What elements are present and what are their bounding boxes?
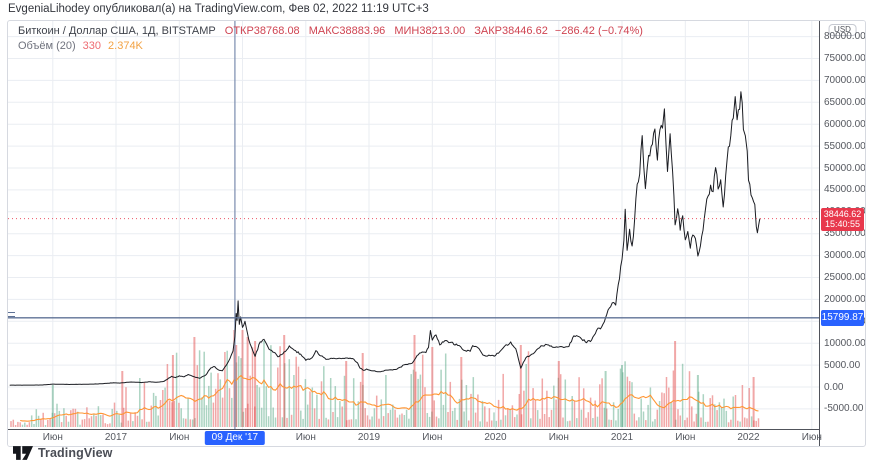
price-axis-label: 20000.00 xyxy=(824,293,866,305)
price-axis-label: 35000.00 xyxy=(824,228,866,240)
time-axis-label: Июн xyxy=(675,432,696,443)
last-price-value: 38446.62 xyxy=(823,208,862,219)
attribution-text: EvgeniaLihodey опубликовал(а) на Trading… xyxy=(8,3,429,15)
time-axis-label: Июн xyxy=(42,432,63,443)
price-axis-border xyxy=(819,21,820,446)
price-level-handle[interactable] xyxy=(8,311,15,317)
price-axis-label: 5000.00 xyxy=(824,359,861,371)
currency-badge: USD xyxy=(828,24,857,36)
last-price-badge: 38446.62 15:40:55 xyxy=(821,207,864,231)
time-axis-label: 2019 xyxy=(357,432,381,443)
price-axis-label: 0.00 xyxy=(824,381,844,393)
selected-date-badge: 09 Дек '17 xyxy=(204,431,266,445)
price-axis-label: 60000.00 xyxy=(824,118,866,130)
time-axis-border xyxy=(8,429,865,430)
chart-card: Биткоин / Доллар США, 1Д, BITSTAMP ОТКР38… xyxy=(7,20,866,447)
time-axis[interactable]: 09 Дек '17 Июн 2017 Июн Июн 2019 Июн 2020 Июн 20… xyxy=(8,430,822,446)
tradingview-logo[interactable]: TradingView xyxy=(13,446,113,460)
price-volume-chart[interactable] xyxy=(8,21,819,430)
time-axis-label: Июн xyxy=(548,432,569,443)
price-axis-label: 65000.00 xyxy=(824,96,866,108)
time-axis-label: Июн xyxy=(295,432,316,443)
price-axis[interactable]: USD 38446.62 15:40:55 15799.87 80000.00 7… xyxy=(820,21,865,430)
price-line xyxy=(9,91,761,386)
price-axis-label: 30000.00 xyxy=(824,250,866,262)
time-axis-label: 2020 xyxy=(484,432,507,443)
volume-spike-bars xyxy=(51,330,755,427)
bar-countdown: 15:40:55 xyxy=(824,219,861,230)
price-axis-label: 70000.00 xyxy=(824,74,866,86)
price-axis-label: 50000.00 xyxy=(824,162,866,174)
time-axis-label: Июн xyxy=(169,432,190,443)
time-axis-label: 2021 xyxy=(610,432,634,443)
price-axis-label: 80000.00 xyxy=(824,31,866,43)
volume-ma-line xyxy=(20,374,759,422)
tradingview-logo-icon xyxy=(13,446,33,460)
time-axis-label: Июн xyxy=(422,432,443,443)
volume-bars xyxy=(10,330,760,427)
time-axis-label: 2022 xyxy=(737,432,760,443)
price-axis-label: 75000.00 xyxy=(824,53,866,64)
time-axis-label: 2017 xyxy=(104,432,128,443)
price-axis-label: -5000.00 xyxy=(824,403,864,415)
price-axis-label: 10000.00 xyxy=(824,337,866,349)
price-axis-label: 45000.00 xyxy=(824,184,866,196)
grid-lines xyxy=(8,21,819,429)
time-axis-label: Июн xyxy=(801,432,822,443)
tradingview-logo-text: TradingView xyxy=(38,446,113,460)
price-axis-label: 25000.00 xyxy=(824,272,866,283)
price-axis-label: 55000.00 xyxy=(824,140,866,152)
price-level-badge: 15799.87 xyxy=(821,309,864,326)
